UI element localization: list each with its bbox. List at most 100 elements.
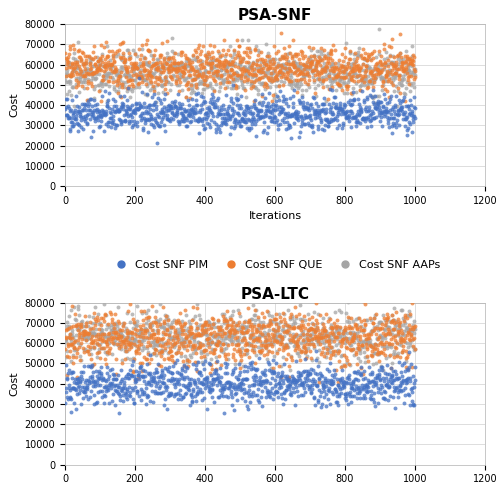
Point xyxy=(180,65,188,73)
Point xyxy=(306,369,314,377)
Point xyxy=(68,60,76,68)
Point xyxy=(324,95,332,103)
Point xyxy=(352,334,360,342)
Point xyxy=(260,351,268,359)
Point xyxy=(106,310,114,318)
Point xyxy=(218,114,226,122)
Point xyxy=(400,367,408,375)
Point xyxy=(239,380,247,388)
Point xyxy=(372,359,380,366)
Point xyxy=(134,344,142,351)
Point xyxy=(124,340,132,348)
Point xyxy=(357,76,365,84)
Point xyxy=(320,64,328,72)
Point xyxy=(372,340,380,348)
Point xyxy=(88,327,96,335)
Point xyxy=(247,85,255,92)
Point xyxy=(210,376,218,383)
Point xyxy=(339,79,347,87)
Point xyxy=(392,119,400,127)
Point xyxy=(230,329,237,337)
Point xyxy=(326,81,334,89)
Point xyxy=(236,350,244,358)
Point xyxy=(314,68,322,76)
Point xyxy=(88,71,96,78)
Point xyxy=(348,335,356,343)
Point xyxy=(336,104,344,112)
Point xyxy=(238,70,246,77)
Point xyxy=(407,385,415,393)
Point xyxy=(174,104,182,112)
Point xyxy=(402,65,410,73)
Point xyxy=(103,103,111,110)
Point xyxy=(364,339,372,347)
Point xyxy=(148,93,156,101)
Point xyxy=(254,51,262,59)
Point xyxy=(96,342,104,349)
Point xyxy=(93,65,101,73)
Point xyxy=(86,355,94,363)
Point xyxy=(375,357,383,365)
Point xyxy=(119,322,127,330)
Point xyxy=(276,61,284,69)
Point xyxy=(132,322,140,330)
Point xyxy=(407,361,415,368)
Point xyxy=(155,384,163,392)
Point xyxy=(376,69,384,76)
Point xyxy=(112,108,120,116)
Point xyxy=(140,71,147,79)
Point xyxy=(190,109,198,117)
Point xyxy=(312,99,320,107)
Point xyxy=(228,94,235,102)
Point xyxy=(128,315,136,323)
Point xyxy=(306,332,314,339)
Point xyxy=(358,76,366,83)
Point xyxy=(334,76,342,84)
Point xyxy=(102,377,110,385)
Point xyxy=(94,64,102,72)
Point xyxy=(191,341,199,349)
Point xyxy=(342,80,350,88)
Point xyxy=(106,119,114,126)
Point xyxy=(91,82,99,90)
Point xyxy=(90,378,98,386)
Point xyxy=(128,87,136,94)
Point xyxy=(80,334,88,342)
Point xyxy=(382,354,390,362)
Point xyxy=(401,70,409,77)
Point xyxy=(222,384,230,392)
Point xyxy=(183,373,191,381)
Point xyxy=(344,107,351,115)
Point xyxy=(86,110,94,118)
Point xyxy=(328,78,336,86)
Point xyxy=(192,349,200,357)
Point xyxy=(150,87,158,95)
Point xyxy=(161,364,169,372)
Point xyxy=(115,342,124,349)
Point xyxy=(70,45,78,53)
Point xyxy=(294,340,302,348)
Point xyxy=(122,309,130,317)
Point xyxy=(376,362,384,370)
Point xyxy=(218,77,226,85)
Point xyxy=(376,117,384,124)
Point xyxy=(232,85,240,92)
Point xyxy=(119,51,127,59)
Point xyxy=(184,59,192,67)
Point xyxy=(130,373,138,380)
Point xyxy=(194,117,202,125)
Point xyxy=(208,56,216,63)
Point xyxy=(176,380,184,388)
Point xyxy=(186,106,194,114)
Point xyxy=(232,396,240,404)
Point xyxy=(250,100,258,108)
Point xyxy=(394,393,402,400)
Point xyxy=(228,106,236,114)
Point xyxy=(105,329,113,337)
Point xyxy=(147,333,155,341)
Point xyxy=(113,81,121,89)
Point xyxy=(98,53,106,60)
Point xyxy=(242,70,250,78)
Point xyxy=(98,330,106,338)
Point xyxy=(284,102,292,110)
